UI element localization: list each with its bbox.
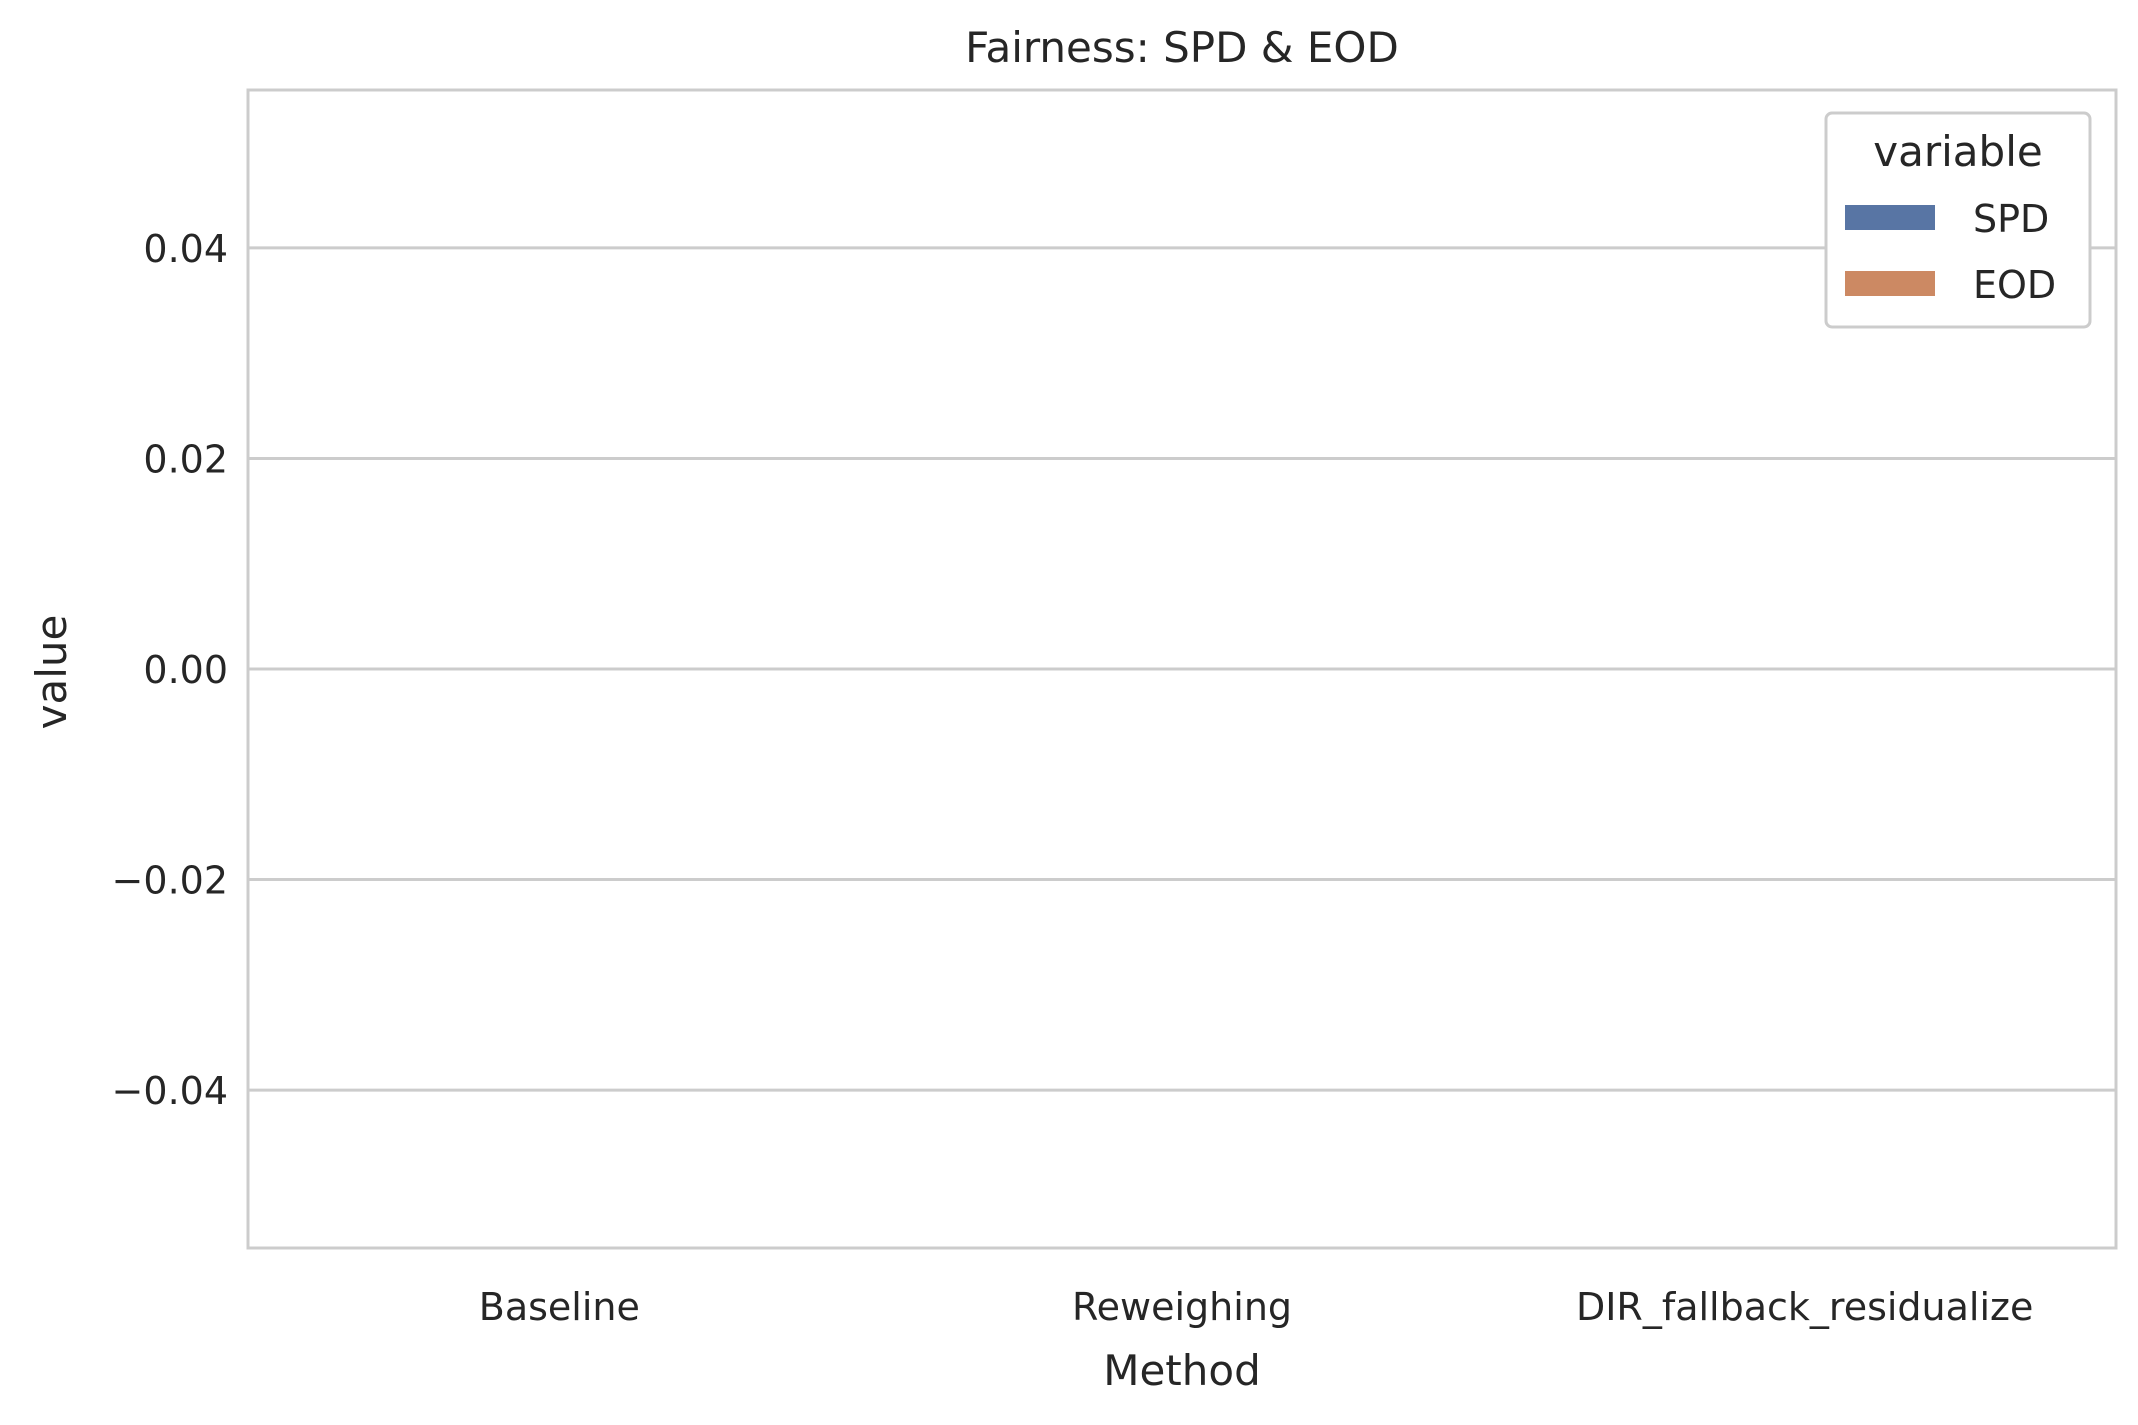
x-tick-label: Baseline [479,1285,640,1329]
legend-title: variable [1873,127,2042,176]
legend-swatch-spd [1845,205,1935,230]
x-tick-label: Reweighing [1072,1285,1292,1329]
y-tick-label: 0.00 [143,648,228,692]
legend-swatch-eod [1845,271,1935,296]
legend-label-eod: EOD [1973,263,2056,307]
x-tick-labels: Baseline Reweighing DIR_fallback_residuali… [479,1285,2034,1329]
y-tick-label: −0.04 [112,1069,228,1113]
y-tick-label: −0.02 [112,859,228,903]
legend: variable SPD EOD [1824,111,2092,329]
plot-frame [246,88,2118,1250]
y-axis-label: value [27,615,76,730]
y-tick-label: 0.02 [143,437,228,481]
x-axis-label: Method [1103,1346,1261,1395]
y-tick-label: 0.04 [143,227,228,271]
chart-title: Fairness: SPD & EOD [965,23,1399,72]
legend-label-spd: SPD [1973,197,2049,241]
x-tick-label: DIR_fallback_residualize [1576,1285,2033,1329]
y-tick-labels: −0.04 −0.02 0.00 0.02 0.04 [112,227,228,1113]
grid-lines [248,246,2116,1092]
